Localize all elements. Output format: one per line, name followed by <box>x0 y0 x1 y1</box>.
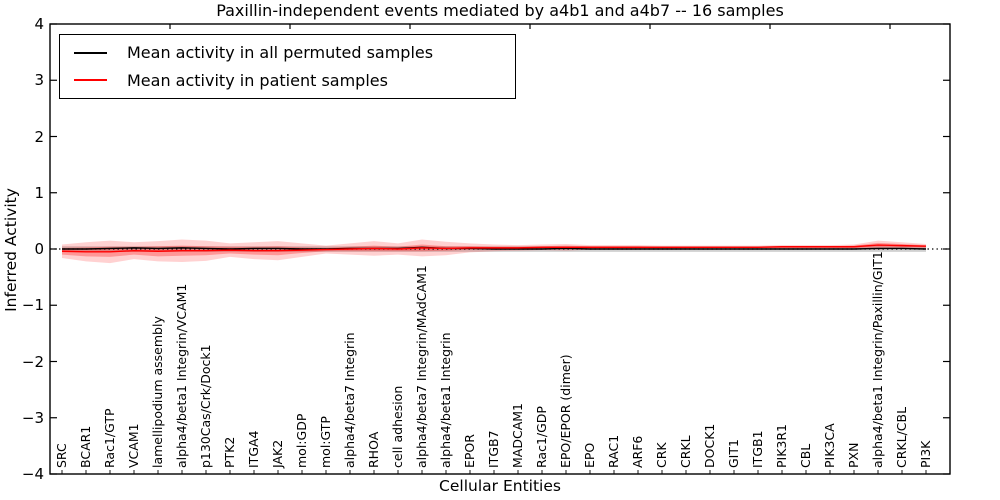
x-category-label: lamellipodium assembly <box>150 316 165 468</box>
x-category-label: DOCK1 <box>702 423 717 468</box>
patient-spread-outer-band <box>62 239 926 264</box>
y-tick-label: −2 <box>21 352 44 371</box>
y-tick-label: 1 <box>34 183 44 202</box>
x-category-label: ITGA4 <box>246 430 261 468</box>
x-category-label: alpha4/beta7 Integrin/MAdCAM1 <box>414 265 429 468</box>
x-category-label: VCAM1 <box>126 423 141 468</box>
x-category-label: GIT1 <box>726 439 741 468</box>
y-tick-label: 0 <box>34 240 44 258</box>
x-category-label: CBL <box>798 443 813 468</box>
x-category-label: Rac1/GTP <box>102 408 117 468</box>
x-category-label: EPO <box>582 442 597 468</box>
y-tick-label: 4 <box>34 15 44 33</box>
x-category-label: RAC1 <box>606 434 621 468</box>
x-category-label: p130Cas/Crk/Dock1 <box>198 344 213 468</box>
x-category-label: CRKL/CBL <box>894 406 909 468</box>
legend-entry: Mean activity in all permuted samples <box>60 43 515 62</box>
x-category-label: MADCAM1 <box>510 403 525 468</box>
x-category-label: mol:GDP <box>294 413 309 468</box>
x-category-label: alpha4/beta7 Integrin <box>342 332 357 468</box>
legend-box: Mean activity in all permuted samples Mea… <box>59 34 516 99</box>
legend-entry-label: Mean activity in patient samples <box>127 70 388 90</box>
x-category-label: BCAR1 <box>78 425 93 468</box>
y-tick-label: −3 <box>21 408 44 427</box>
legend-line-sample <box>74 79 107 82</box>
x-category-label: EPOR <box>462 434 477 468</box>
legend-entry-label: Mean activity in all permuted samples <box>127 43 434 63</box>
x-category-label: ITGB7 <box>486 430 501 468</box>
y-tick-label: 3 <box>34 71 44 90</box>
x-category-label: alpha4/beta1 Integrin <box>438 332 453 468</box>
x-category-label: PI3K <box>918 440 933 468</box>
x-category-label: SRC <box>54 443 69 468</box>
permuted-mean-line <box>62 246 927 250</box>
x-category-label: CRK <box>654 442 669 468</box>
y-tick-label: −4 <box>21 465 44 483</box>
x-category-label: RHOA <box>366 431 381 468</box>
x-category-label: mol:GTP <box>318 416 333 468</box>
x-axis-label: Cellular Entities <box>439 477 561 495</box>
x-category-label: alpha4/beta1 Integrin/Paxillin/GIT1 <box>870 251 885 468</box>
x-category-label: PIK3CA <box>822 423 837 468</box>
x-category-label: PXN <box>846 442 861 468</box>
x-category-label: ITGB1 <box>750 430 765 468</box>
y-tick-label: 2 <box>34 127 44 146</box>
patient-spread-inner-band <box>62 242 926 257</box>
legend-line-sample <box>74 51 107 54</box>
x-category-label: alpha4/beta1 Integrin/VCAM1 <box>174 283 189 468</box>
x-category-label: cell adhesion <box>390 385 405 468</box>
legend-entry: Mean activity in patient samples <box>60 71 515 90</box>
y-tick-label: −1 <box>21 296 44 315</box>
patient-mean-line <box>61 244 927 253</box>
x-category-label: JAK2 <box>270 439 285 468</box>
x-category-label: ARF6 <box>630 435 645 468</box>
x-category-label: CRKL <box>678 435 693 468</box>
x-category-label: PTK2 <box>222 436 237 468</box>
x-category-label: PIK3R1 <box>774 423 789 468</box>
chart-title: Paxillin-independent events mediated by … <box>216 1 784 20</box>
x-category-label: Rac1/GDP <box>534 406 549 468</box>
x-category-label: EPO/EPOR (dimer) <box>558 354 573 468</box>
